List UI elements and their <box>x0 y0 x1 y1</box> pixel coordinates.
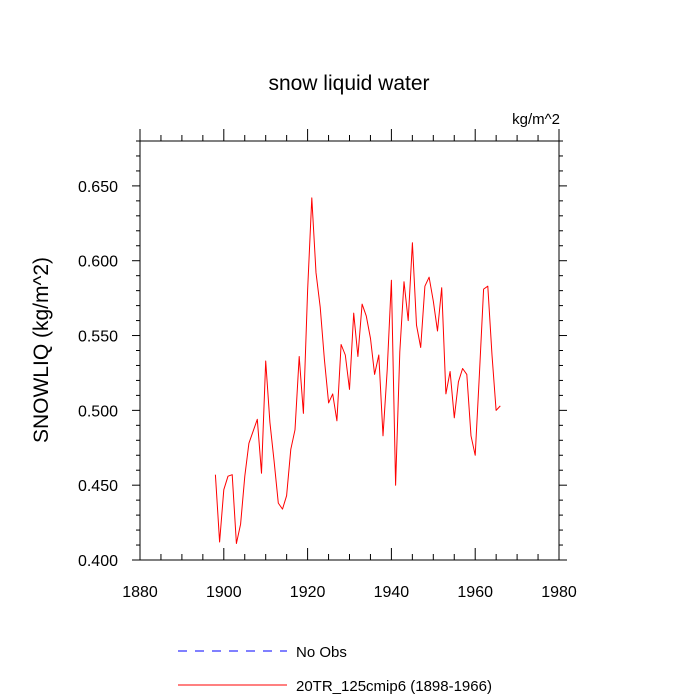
y-tick-label: 0.450 <box>78 478 118 495</box>
x-tick-label: 1880 <box>122 584 158 601</box>
x-tick-label: 1980 <box>541 584 577 601</box>
y-tick-label: 0.600 <box>78 254 118 271</box>
y-tick-label: 0.500 <box>78 403 118 420</box>
x-tick-label: 1920 <box>290 584 326 601</box>
y-tick-label: 0.650 <box>78 179 118 196</box>
y-tick-label: 0.550 <box>78 329 118 346</box>
series-line <box>214 197 501 544</box>
y-tick-label: 0.400 <box>78 553 118 570</box>
plot-frame <box>139 140 560 561</box>
legend-label-no-obs: No Obs <box>296 644 347 661</box>
x-tick-label: 1940 <box>374 584 410 601</box>
x-tick-label: 1900 <box>206 584 242 601</box>
chart-title: snow liquid water <box>268 72 429 95</box>
y-axis-label: SNOWLIQ (kg/m^2) <box>30 257 53 443</box>
legend: No Obs 20TR_125cmip6 (1898-1966) <box>178 644 492 695</box>
x-tick-label: 1960 <box>457 584 493 601</box>
units-label: kg/m^2 <box>512 111 560 128</box>
legend-label-20tr: 20TR_125cmip6 (1898-1966) <box>296 678 492 695</box>
